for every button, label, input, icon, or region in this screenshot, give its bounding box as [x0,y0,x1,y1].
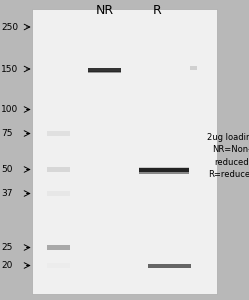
FancyBboxPatch shape [139,168,189,172]
FancyBboxPatch shape [88,71,121,73]
Text: NR: NR [96,4,114,17]
Text: 75: 75 [1,129,13,138]
FancyBboxPatch shape [47,131,70,136]
Text: 37: 37 [1,189,13,198]
FancyBboxPatch shape [139,172,189,174]
FancyBboxPatch shape [139,167,189,168]
Text: R: R [152,4,161,17]
FancyBboxPatch shape [190,66,197,70]
FancyBboxPatch shape [47,191,70,196]
FancyBboxPatch shape [47,263,70,268]
Text: 100: 100 [1,105,18,114]
Text: 2ug loading
NR=Non-
reduced
R=reduced: 2ug loading NR=Non- reduced R=reduced [207,133,249,179]
Text: 50: 50 [1,165,13,174]
Text: 20: 20 [1,261,13,270]
FancyBboxPatch shape [47,245,70,250]
Text: 25: 25 [1,243,13,252]
FancyBboxPatch shape [47,167,70,172]
Text: 250: 250 [1,22,18,32]
FancyBboxPatch shape [88,68,121,72]
Text: 150: 150 [1,64,18,74]
FancyBboxPatch shape [148,264,191,268]
FancyBboxPatch shape [32,9,217,294]
